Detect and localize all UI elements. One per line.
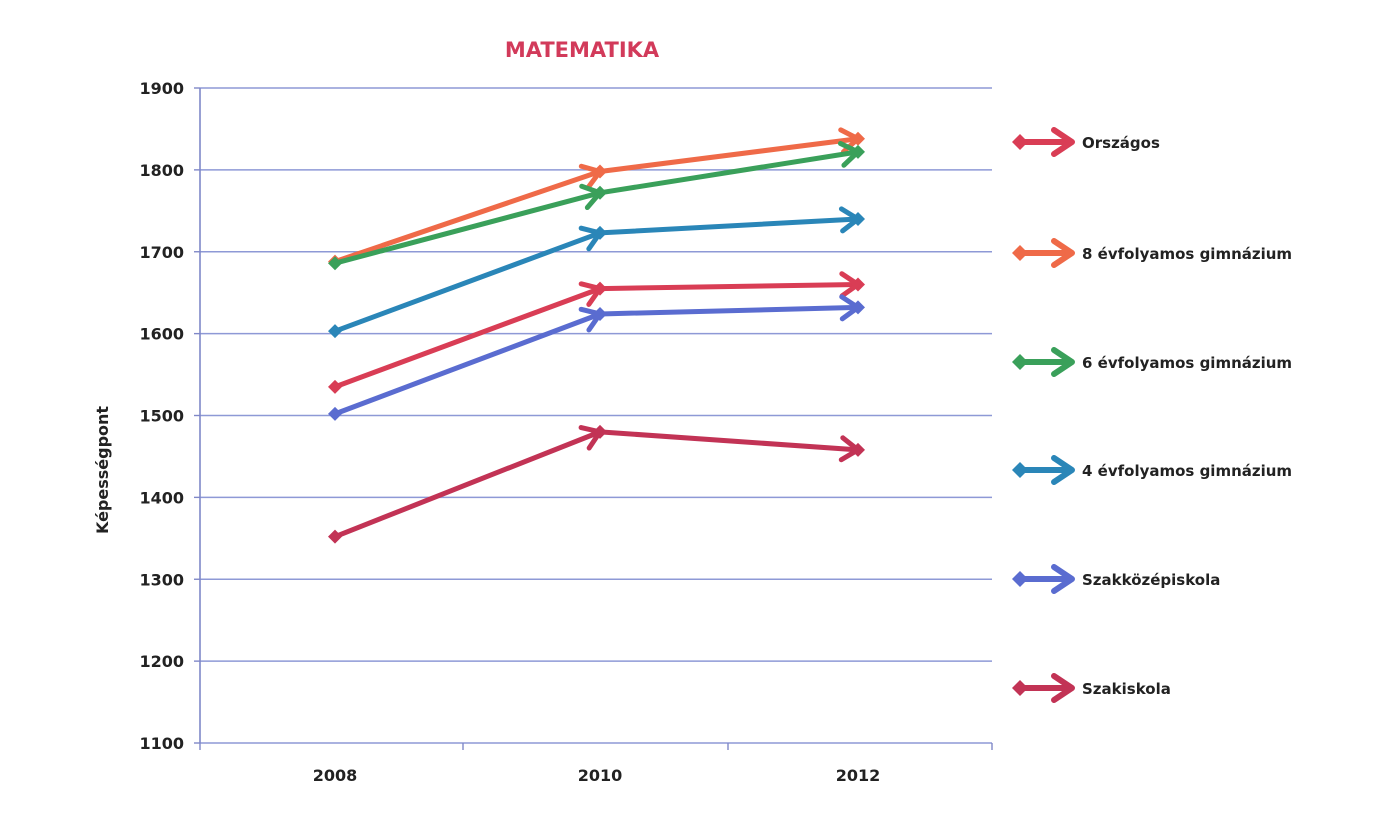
x-tick-label: 2010 [578, 766, 623, 785]
legend-item: 4 évfolyamos gimnázium [1012, 455, 1292, 485]
legend-swatch-marker [1012, 354, 1028, 370]
y-tick-label: 1700 [139, 243, 184, 262]
data-point [328, 406, 342, 421]
arrowhead [578, 425, 603, 451]
data-point [328, 324, 342, 339]
arrowhead [837, 141, 861, 168]
legend-item: 6 évfolyamos gimnázium [1012, 347, 1292, 377]
legend-swatch-arrow [1051, 455, 1075, 485]
data-point [328, 256, 342, 271]
legend-swatch-marker [1012, 462, 1028, 478]
arrowhead [578, 281, 603, 307]
legend-swatch-arrow [1051, 673, 1075, 703]
y-tick-label: 1600 [139, 325, 184, 344]
legend-label: Szakiskola [1082, 680, 1171, 698]
y-tick-label: 1100 [139, 734, 184, 753]
legend-label: Szakközépiskola [1082, 571, 1220, 589]
arrowhead [578, 225, 603, 252]
legend-label: 4 évfolyamos gimnázium [1082, 462, 1292, 480]
legend-swatch-marker [1012, 245, 1028, 261]
series-lines [328, 127, 865, 544]
legend-swatch-marker [1012, 134, 1028, 150]
legend-swatch-marker [1012, 680, 1028, 696]
legend-label: Országos [1082, 134, 1160, 152]
arrowhead [838, 435, 861, 463]
legend-swatch-arrow [1051, 127, 1075, 157]
legend-label: 8 évfolyamos gimnázium [1082, 245, 1292, 263]
arrowhead [838, 206, 861, 234]
y-tick-label: 1800 [139, 161, 184, 180]
y-tick-label: 1200 [139, 652, 184, 671]
legend-item: Országos [1012, 127, 1160, 157]
x-tick-label: 2012 [836, 766, 881, 785]
arrowhead [578, 306, 603, 333]
legend-label: 6 évfolyamos gimnázium [1082, 354, 1292, 372]
data-point [328, 379, 342, 394]
arrowhead [839, 294, 861, 322]
data-point [328, 529, 342, 544]
axes: 1900 1800 1700 1600 1500 1400 1300 1200 1100 2008… [139, 79, 993, 785]
legend-item: Szakiskola [1012, 673, 1171, 703]
legend-swatch-marker [1012, 571, 1028, 587]
legend-item: Szakközépiskola [1012, 564, 1220, 594]
legend-swatch-arrow [1051, 347, 1075, 377]
arrowhead [579, 183, 603, 211]
x-tick-label: 2008 [313, 766, 358, 785]
legend-item: 8 évfolyamos gimnázium [1012, 238, 1292, 268]
chart-title: MATEMATIKA [505, 38, 660, 62]
y-tick-label: 1500 [139, 407, 184, 426]
y-tick-label: 1300 [139, 570, 184, 589]
legend-swatch-arrow [1051, 564, 1075, 594]
arrowhead [839, 271, 861, 299]
arrowhead [578, 163, 603, 190]
y-tick-label: 1900 [139, 79, 184, 98]
legend: Országos 8 évfolyamos gimnázium 6 évfolyam… [1012, 127, 1292, 703]
y-tick-label: 1400 [139, 488, 184, 507]
y-axis-label: Képességpont [93, 406, 112, 534]
legend-swatch-arrow [1051, 238, 1075, 268]
